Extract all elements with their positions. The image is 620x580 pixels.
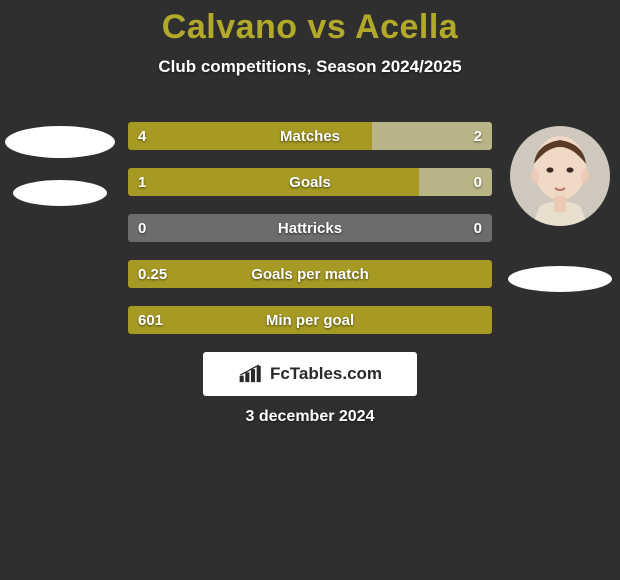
player-left-column bbox=[0, 116, 120, 206]
stat-left-seg: 601 bbox=[128, 306, 492, 334]
stat-right-value: 0 bbox=[474, 220, 482, 237]
player-right-column bbox=[500, 116, 620, 292]
stat-left-seg: 0.25 bbox=[128, 260, 492, 288]
player-right-team-placeholder bbox=[508, 266, 612, 292]
stat-left-value: 1 bbox=[138, 174, 146, 191]
brand-badge: FcTables.com bbox=[203, 352, 417, 396]
bar-chart-icon bbox=[238, 364, 264, 384]
page-subtitle: Club competitions, Season 2024/2025 bbox=[0, 57, 620, 77]
stat-right-seg: 0 bbox=[419, 168, 492, 196]
stat-row: 00Hattricks bbox=[128, 214, 492, 242]
stat-row: 42Matches bbox=[128, 122, 492, 150]
stat-right-seg: 2 bbox=[372, 122, 492, 150]
player-left-avatar-placeholder bbox=[5, 126, 115, 158]
stat-left-seg: 4 bbox=[128, 122, 372, 150]
face-icon bbox=[510, 126, 610, 226]
stat-row: 10Goals bbox=[128, 168, 492, 196]
stat-left-value: 601 bbox=[138, 312, 163, 329]
stat-right-value: 2 bbox=[474, 128, 482, 145]
stat-left-value: 0 bbox=[138, 220, 146, 237]
stat-row: 0.25Goals per match bbox=[128, 260, 492, 288]
stat-row: 601Min per goal bbox=[128, 306, 492, 334]
brand-text: FcTables.com bbox=[270, 364, 382, 384]
stat-right-value: 0 bbox=[474, 174, 482, 191]
player-left-team-placeholder bbox=[13, 180, 107, 206]
stat-left-value: 4 bbox=[138, 128, 146, 145]
stat-left-value: 0.25 bbox=[138, 266, 167, 283]
stat-bars: 42Matches10Goals00Hattricks0.25Goals per… bbox=[120, 116, 500, 334]
date-text: 3 december 2024 bbox=[0, 408, 620, 426]
comparison-canvas: Calvano vs Acella Club competitions, Sea… bbox=[0, 0, 620, 580]
player-right-avatar bbox=[510, 126, 610, 226]
stat-empty-seg: 00 bbox=[128, 214, 492, 242]
columns: 42Matches10Goals00Hattricks0.25Goals per… bbox=[0, 116, 620, 334]
page-title: Calvano vs Acella bbox=[0, 0, 620, 47]
stat-left-seg: 1 bbox=[128, 168, 419, 196]
